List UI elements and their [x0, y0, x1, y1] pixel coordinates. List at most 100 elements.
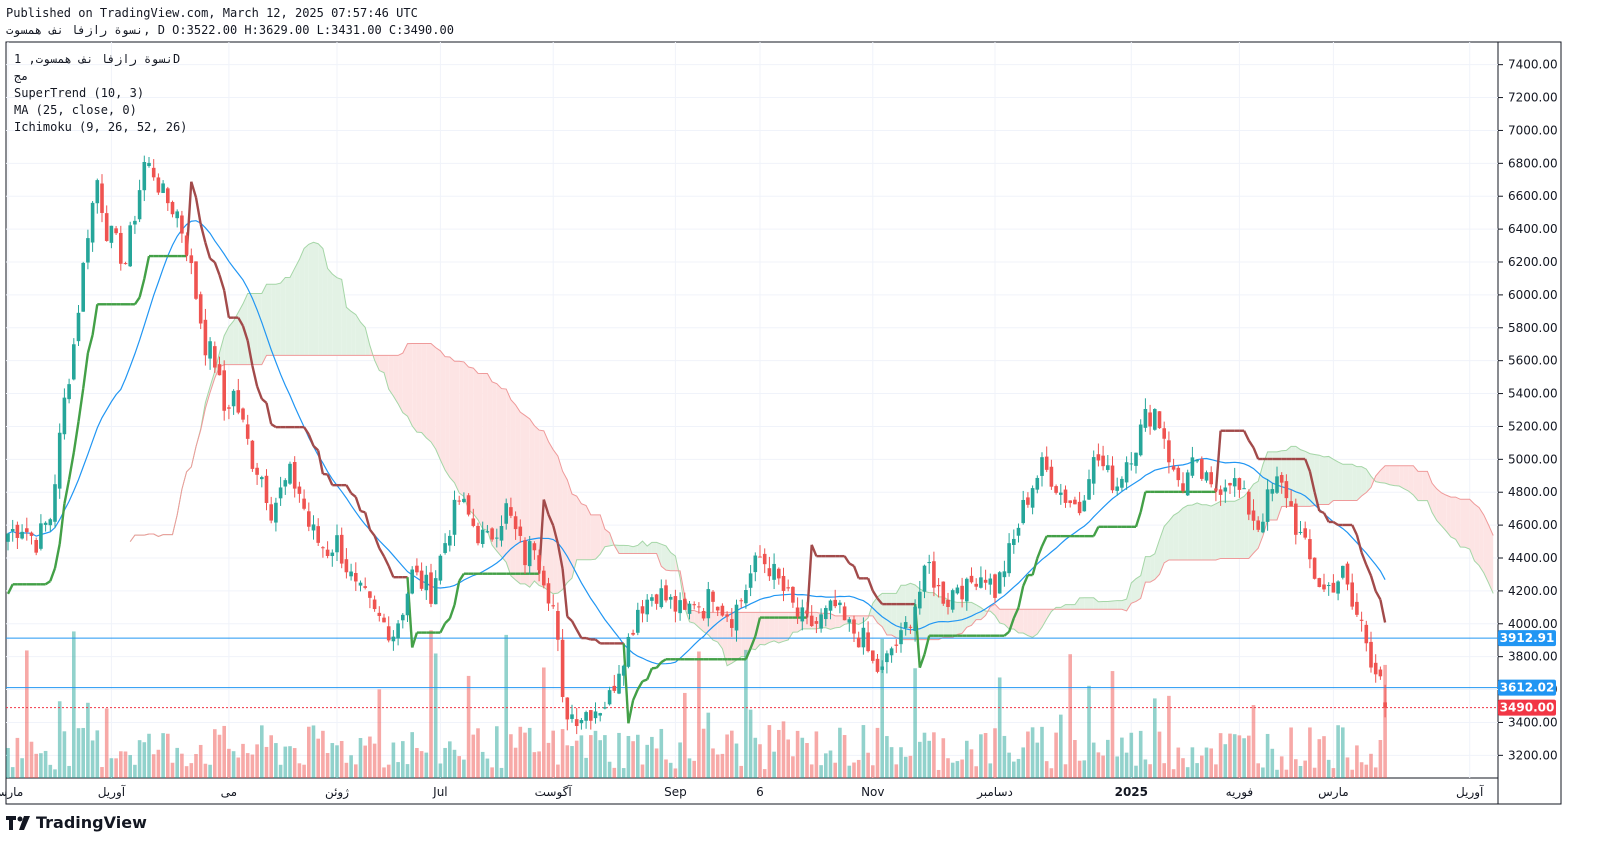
supertrend-segment	[1365, 564, 1373, 577]
volume-bar	[1124, 752, 1129, 778]
volume-bar	[946, 758, 950, 778]
candle	[922, 564, 927, 599]
supertrend-segment	[303, 426, 310, 436]
candle-body	[861, 627, 866, 648]
candle-body	[29, 532, 34, 536]
time-axis[interactable]: مارس آوریل می ژوئن Jul آگوست Sep 6 Nov دسامبر 2025…	[0, 784, 1484, 800]
candle	[955, 584, 960, 595]
volume-bar	[786, 739, 790, 778]
cloud-segment	[995, 604, 1000, 623]
published-line: Published on TradingView.com, March 12, …	[6, 6, 418, 20]
cloud-segment	[1488, 524, 1494, 594]
candle-body	[1134, 452, 1138, 466]
y-tick-label: 6200.00	[1508, 255, 1558, 269]
candle-body	[175, 211, 179, 219]
volume-bar	[1214, 764, 1218, 778]
cloud-segment	[341, 279, 347, 356]
supertrend-segment	[138, 278, 146, 298]
candle-body	[715, 606, 720, 611]
candle-body	[1345, 563, 1350, 585]
cloud-segment	[1239, 496, 1245, 559]
volume-bar	[1312, 767, 1317, 778]
cloud-segment	[1230, 501, 1235, 559]
candle-body	[415, 565, 419, 573]
candle	[626, 633, 631, 669]
candle-body	[1270, 489, 1275, 494]
supertrend-segment	[542, 499, 550, 515]
candle	[871, 650, 875, 664]
volume-bar	[781, 721, 786, 778]
candle	[918, 580, 922, 615]
candle-body	[231, 390, 236, 407]
volume-bar	[574, 740, 579, 778]
cloud-segment	[1220, 501, 1226, 559]
candle-body	[1350, 582, 1354, 607]
legend-ma[interactable]: MA (25, close, 0)	[14, 103, 137, 117]
candle-body	[1120, 478, 1124, 488]
volume-bar	[307, 726, 311, 778]
candle-body	[236, 390, 241, 413]
candle	[1383, 684, 1387, 718]
candle-body	[217, 364, 222, 376]
cloud-segment	[1089, 597, 1094, 610]
candle-body	[579, 720, 584, 724]
candle-body	[574, 719, 579, 727]
candle-body	[932, 561, 936, 588]
volume-bar	[894, 764, 899, 778]
candle	[1068, 500, 1072, 508]
volume-bar	[640, 764, 645, 778]
volume-bar	[664, 759, 668, 778]
volume-bar	[1091, 742, 1096, 778]
tradingview-logo-icon	[6, 815, 30, 830]
volume-bar	[194, 754, 198, 778]
legend-supertrend[interactable]: SuperTrend (10, 3)	[14, 86, 144, 100]
volume-bar	[391, 742, 396, 778]
candle-body	[1091, 457, 1096, 484]
cloud-segment	[1389, 465, 1395, 486]
candle-body	[885, 653, 889, 663]
candle	[932, 551, 936, 597]
candle	[128, 221, 132, 268]
candle-body	[76, 312, 81, 342]
candle	[466, 493, 471, 517]
candle	[1035, 475, 1040, 494]
candle-body	[542, 570, 546, 586]
supertrend-segment	[923, 635, 931, 655]
supertrend-segment	[317, 450, 325, 475]
supertrend-segment	[246, 340, 254, 367]
volume-bar	[1021, 747, 1025, 778]
cloud-segment	[280, 277, 286, 356]
candle-body	[1162, 428, 1166, 439]
volume-bar	[198, 744, 203, 778]
candle-body	[1181, 483, 1185, 492]
tradingview-brand[interactable]: TradingView	[6, 813, 147, 832]
cloud-segment	[1432, 483, 1437, 521]
candle	[758, 545, 762, 558]
candle	[950, 588, 955, 613]
y-tick-label: 7400.00	[1508, 58, 1558, 72]
volume-bar	[222, 725, 226, 778]
volume-bar	[109, 758, 114, 778]
candle-body	[819, 614, 823, 629]
volume-bar	[1341, 727, 1345, 778]
candle	[1350, 573, 1354, 610]
candle-body	[1124, 462, 1129, 483]
cloud-segment	[515, 404, 521, 584]
candle	[1308, 529, 1312, 569]
supertrend-segment	[627, 699, 635, 724]
candle	[786, 579, 790, 592]
volume-bar	[509, 734, 513, 778]
volume-bar	[791, 756, 795, 778]
candle-body	[927, 562, 931, 564]
volume-bar	[1190, 747, 1195, 778]
candle	[29, 531, 34, 545]
candle	[1265, 478, 1270, 531]
cloud-segment	[290, 268, 295, 356]
candle	[53, 474, 57, 529]
legend-ichimoku[interactable]: Ichimoku (9, 26, 52, 26)	[14, 120, 187, 134]
candle-body	[1294, 503, 1298, 535]
candle	[269, 496, 273, 524]
volume-bar	[715, 754, 720, 778]
price-axis[interactable]: 3200.003400.003600.003800.004000.004200.…	[1498, 58, 1558, 763]
